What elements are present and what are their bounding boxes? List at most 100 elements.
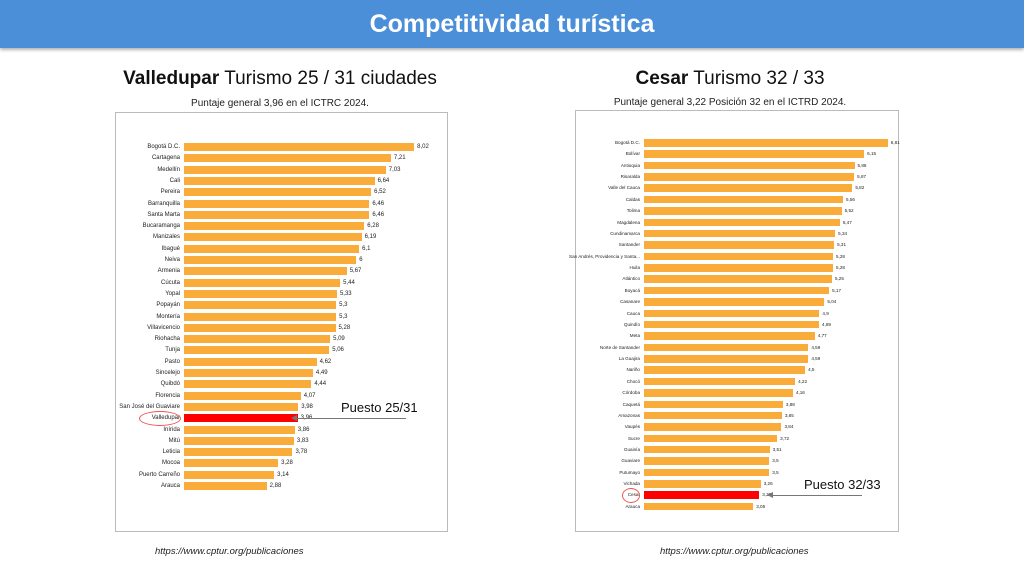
category-label: Riohacha [154,336,180,343]
category-label: San Andrés, Providencia y Santa... [569,253,640,259]
value-label: 5,82 [855,185,865,191]
value-label: 3,84 [784,424,794,430]
bar [644,207,842,215]
value-label: 4,59 [811,344,821,350]
bar [644,468,770,477]
rank-annotation: Puesto 25/31 [341,400,418,416]
category-label: Popayán [156,302,180,309]
category-label: Tolima [626,208,640,214]
bar [184,176,375,185]
bar [644,366,806,374]
bar [184,222,365,231]
chart-subtitle-right: Puntaje general 3,22 Posición 32 en el I… [613,97,847,108]
bar [644,355,809,363]
value-label: 8,02 [417,144,429,150]
bar [644,457,770,465]
value-label: 7,21 [393,155,406,162]
category-label: Magdalena [617,219,640,225]
category-label: Boyacá [624,287,640,293]
category-label: Medellín [157,166,180,173]
value-label: 3,5 [772,469,779,475]
bar [184,436,294,445]
value-label: 6 [359,257,363,263]
value-label: 5,56 [846,196,855,202]
bar [644,275,832,283]
category-label: Armenia [157,268,180,275]
value-label: 5,3 [339,313,348,320]
value-label: 4,9 [822,310,829,316]
value-label: 5,33 [339,290,352,297]
value-label: 6,81 [890,140,900,145]
bar [184,369,313,377]
category-label: Valle del Cauca [608,185,640,191]
value-label: 3,26 [763,481,773,487]
value-label: 3,14 [277,471,289,478]
category-label: Putumayo [619,469,640,475]
bar [184,154,391,163]
bar [644,195,844,204]
value-label: 7,03 [388,166,401,173]
value-label: 5,52 [844,208,854,214]
category-label: Mitú [168,437,180,444]
category-label: Antioquia [620,162,640,168]
value-label: 6,46 [372,200,385,207]
value-label: 5,04 [827,299,837,305]
value-label: 4,49 [315,370,328,376]
bar [644,241,835,249]
category-label: Inírida [163,426,180,433]
value-label: 6,28 [367,223,379,230]
chart-subtitle-left: Puntaje general 3,96 en el ICTRC 2024. [191,98,369,109]
bar [184,301,337,310]
bar [644,320,820,329]
bar [184,289,337,298]
category-label: Arauca [625,503,640,509]
bar [644,218,840,227]
source-link-left[interactable]: https://www.cptur.org/publicaciones [155,546,304,557]
bar [184,210,370,219]
bar-highlighted [184,414,298,423]
value-label: 2,88 [269,483,282,489]
arrow-icon [767,492,862,499]
category-label: Risaralda [620,174,640,180]
bar [184,244,360,253]
category-label: Sucre [627,435,640,441]
category-label: Casanare [620,299,640,305]
value-label: 5,3 [339,302,348,309]
bar [644,309,820,318]
category-label: Barranquilla [147,200,180,207]
value-label: 5,28 [836,253,845,259]
bar [184,357,317,366]
bar [184,335,331,344]
bar [184,425,295,434]
category-label: Puerto Carreño [138,471,180,478]
bar [644,400,783,408]
value-label: 5,44 [343,279,355,286]
bar [184,188,372,197]
category-label: Córdoba [622,390,640,396]
bar [644,139,888,147]
value-label: 3,72 [780,435,790,441]
value-label: 5,31 [837,242,847,248]
value-label: 4,77 [817,333,827,339]
value-label: 5,67 [349,268,362,275]
bar [184,380,312,389]
bar [184,199,370,208]
chart-panel-right: Bogotá D.C. 6,81 Bolívar 6,15 Antioquia 5,88 R… [569,110,900,532]
category-label: Leticia [162,449,180,456]
source-link-right[interactable]: https://www.cptur.org/publicaciones [660,546,809,557]
category-label: Guaviare [621,458,640,464]
category-label: Pasto [164,358,180,365]
value-label: 6,46 [372,211,385,218]
chart-title-right: Cesar Turismo 32 / 33 [560,68,900,90]
value-label: 5,87 [857,174,867,180]
bar [644,343,809,352]
arrow-icon [291,415,406,422]
value-label: 4,89 [822,321,831,327]
category-label: Mocoa [161,460,180,467]
value-label: 4,44 [314,381,327,388]
category-label: Chocó [626,378,640,384]
bar [644,161,855,170]
rank-annotation: Puesto 32/33 [804,477,881,493]
category-label: Bogotá D.C. [147,144,180,150]
value-label: 4,59 [811,356,821,362]
